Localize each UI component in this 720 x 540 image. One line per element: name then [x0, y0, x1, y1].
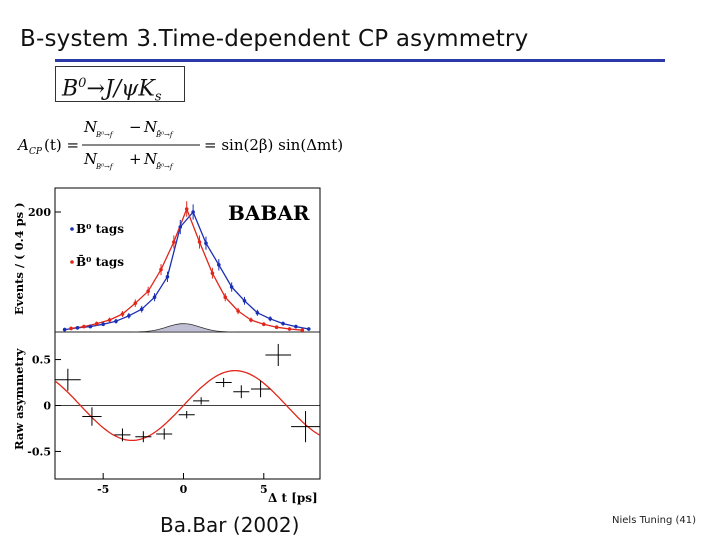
legend-b0-tags: B⁰ tags [76, 222, 124, 236]
data-point-b0 [139, 307, 144, 311]
formula-lhs-arg: (t) = [44, 136, 79, 154]
data-point-b0bar [172, 240, 176, 244]
data-point-b0bar [261, 322, 266, 326]
decay-meson-charge: 0 [78, 76, 87, 91]
data-point-b0 [268, 317, 273, 321]
data-point-b0 [127, 314, 131, 318]
data-point-b0 [101, 322, 105, 326]
data-point-b0bar [159, 267, 163, 272]
data-point-b0bar [120, 312, 125, 316]
data-point-b0bar [287, 327, 292, 331]
data-point-b0bar [82, 324, 86, 329]
data-point-b0 [152, 295, 157, 299]
formula-rhs: = sin(2β) sin(Δmt) [204, 136, 343, 154]
data-point-b0 [165, 275, 170, 279]
bottom-ytick-label: 0 [43, 400, 51, 413]
decay-channel-box: B0→J/ψKs [55, 66, 185, 105]
data-point-b0bar [197, 240, 202, 244]
data-point-b0bar [146, 289, 150, 293]
bottom-xtick-label: -5 [97, 483, 109, 496]
data-point-b0 [242, 299, 247, 303]
data-point-b0bar [210, 271, 215, 275]
data-point-b0bar [184, 207, 189, 211]
bottom-ytick-label: 0.5 [32, 354, 51, 367]
legend-b0bar-marker [70, 260, 74, 264]
babar-figure: Events / ( 0.4 ps ) Raw asymmetry BABAR … [12, 187, 321, 505]
bottom-xlabel: Δ t [ps] [268, 491, 318, 505]
formula-den-a: N [83, 150, 98, 168]
data-point-b0bar [133, 301, 138, 305]
data-point-b0 [281, 321, 285, 326]
data-point-b0bar [300, 328, 305, 332]
formula-plus: + [129, 150, 142, 168]
data-point-b0 [294, 324, 298, 329]
data-point-b0bar [69, 326, 73, 331]
asymmetry-fit-curve [54, 369, 321, 442]
data-point-b0 [62, 327, 67, 332]
decay-meson: B [62, 76, 79, 102]
data-point-b0 [191, 210, 195, 214]
figure-caption: Ba.Bar (2002) [160, 513, 300, 537]
data-point-b0bar [94, 321, 99, 326]
decay-products: →J/ψK [86, 76, 155, 102]
formula-den-b: N [143, 150, 158, 168]
data-point-b0 [178, 225, 183, 229]
data-point-b0 [114, 319, 118, 323]
formula-num-b-sub: B̄⁰→f [155, 130, 174, 139]
bottom-ytick-label: -0.5 [27, 445, 51, 458]
bottom-xtick-label: 5 [260, 483, 268, 496]
data-point-b0 [229, 285, 234, 289]
formula-lhs-sub: CP [29, 147, 43, 157]
data-point-b0 [75, 326, 80, 330]
formula-den-a-sub: B⁰→f [95, 163, 114, 171]
data-point-b0bar [223, 295, 228, 299]
fit-curve-b0 [64, 211, 309, 331]
data-point-b0 [306, 327, 311, 331]
background-shape [55, 323, 320, 333]
data-point-b0bar [107, 318, 112, 322]
bottom-plot-layer: 0.5 0 -0.5 -5 0 5 [27, 343, 321, 496]
top-ytick-label: 200 [28, 206, 51, 219]
title-underline [55, 59, 665, 62]
data-point-b0 [204, 241, 208, 245]
cp-asymmetry-formula: A CP (t) = N B⁰→f − N B̄⁰→f N B⁰→f + N B… [16, 118, 343, 171]
data-point-b0 [255, 311, 260, 315]
formula-num-b: N [143, 118, 158, 136]
formula-num-a: N [83, 118, 98, 136]
top-plot-layer: 200 [28, 201, 320, 333]
data-point-b0 [217, 263, 221, 267]
formula-den-b-sub: B̄⁰→f [155, 162, 174, 171]
babar-logo: BABAR [228, 201, 310, 225]
formula-minus: − [129, 118, 142, 136]
formula-lhs: A [16, 136, 29, 154]
formula-num-a-sub: B⁰→f [95, 131, 114, 139]
data-point-b0bar [236, 309, 240, 313]
data-point-b0bar [249, 318, 253, 322]
bottom-xtick-label: 0 [180, 483, 188, 496]
data-point-b0bar [274, 325, 279, 329]
legend-b0bar-tags: B̄⁰ tags [76, 253, 124, 269]
bottom-ylabel: Raw asymmetry [12, 348, 26, 450]
legend-b0-marker [70, 227, 74, 231]
data-point-b0 [88, 324, 93, 329]
slide-footer: Niels Tuning (41) [612, 515, 697, 526]
slide-title: B-system 3.Time-dependent CP asymmetry [20, 26, 529, 52]
decay-kaon-subscript: s [154, 89, 162, 105]
top-ylabel: Events / ( 0.4 ps ) [12, 202, 26, 315]
